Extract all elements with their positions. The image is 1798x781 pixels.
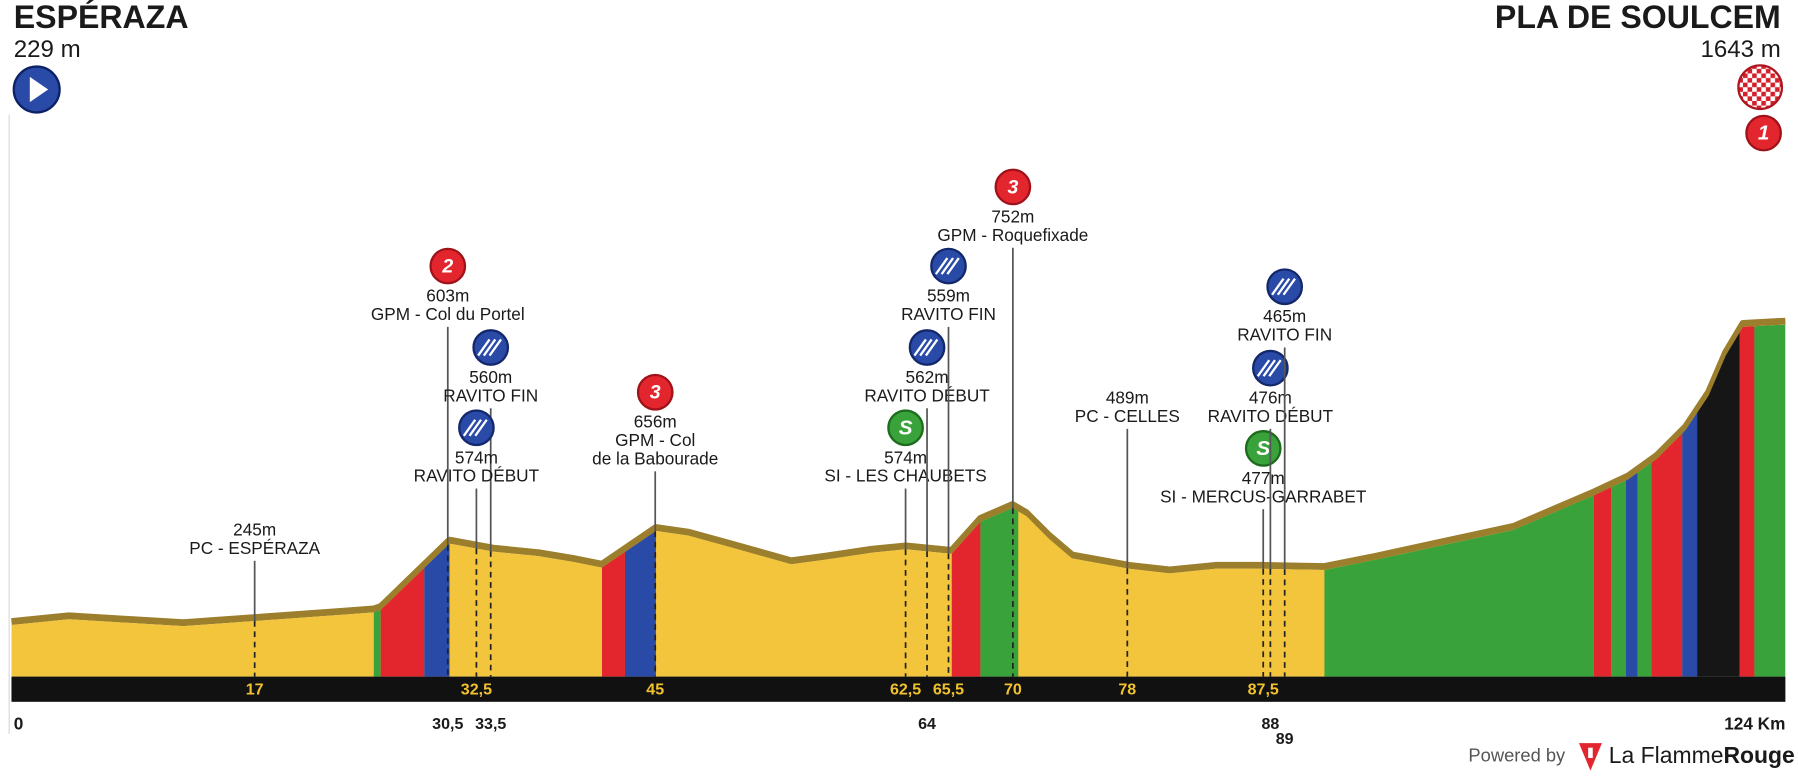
- strip-km-label: 45: [646, 681, 664, 699]
- gradient-band: [1682, 324, 1698, 677]
- climb-category: 3: [1007, 176, 1018, 198]
- powered-by: Powered by: [1468, 745, 1566, 766]
- point-altitude: 476m: [1249, 388, 1292, 408]
- point-label: GPM - Roquefixade: [937, 225, 1088, 245]
- feed-stripe: [934, 257, 949, 275]
- brand-bold: Rouge: [1723, 742, 1794, 768]
- feed-stripe: [913, 338, 927, 357]
- point-altitude: 489m: [1106, 388, 1149, 408]
- point-altitude: 559m: [927, 286, 970, 306]
- point-altitude: 574m: [455, 447, 498, 467]
- below-km-label: 33,5: [475, 715, 506, 733]
- strip-km-label: 78: [1118, 681, 1136, 699]
- start-km: 0: [14, 713, 24, 733]
- gradient-band: [1651, 324, 1683, 677]
- feed-stripe: [1271, 278, 1285, 296]
- strip-km-label: 32,5: [461, 681, 492, 699]
- gradient-band: [1754, 324, 1786, 677]
- feed-stripe: [477, 338, 491, 357]
- gradient-band: [1739, 324, 1755, 677]
- point-label: SI - MERCUS-GARRABET: [1160, 486, 1367, 506]
- point-label: de la Babourade: [592, 448, 718, 468]
- km-strip: [11, 676, 1786, 702]
- point-label: GPM - Col du Portel: [371, 304, 525, 324]
- brand-logo: [1578, 743, 1602, 771]
- feed-stripe: [1276, 278, 1291, 296]
- brand-light: La Flamme: [1609, 742, 1724, 768]
- gradient-band: [624, 324, 656, 677]
- feed-stripe: [1268, 359, 1282, 377]
- climb-icon: [636, 373, 674, 411]
- feed-stripe: [474, 419, 488, 437]
- climb-category: 2: [441, 255, 453, 277]
- finish-altitude: 1643 m: [1700, 36, 1780, 63]
- feed-stripe: [462, 419, 477, 437]
- point-label: RAVITO FIN: [443, 385, 538, 405]
- finish-km: 124 Km: [1724, 713, 1785, 733]
- climb-icon: [994, 168, 1032, 206]
- point-label: PC - ESPÉRAZA: [189, 538, 320, 558]
- point-label: GPM - Col: [615, 430, 695, 450]
- gradient-band: [1697, 324, 1740, 677]
- flamme-rouge-icon: 1: [1745, 114, 1782, 152]
- profile-edge: [11, 317, 1786, 627]
- point-label: RAVITO DÉBUT: [864, 385, 990, 405]
- gradient-band: [1625, 324, 1638, 677]
- below-km-label: 64: [918, 715, 936, 733]
- start-icon: [12, 65, 61, 114]
- feed-stripe: [488, 338, 502, 357]
- point-altitude: 603m: [426, 286, 469, 306]
- feed-stripe: [482, 338, 497, 357]
- finish-badge: 1: [1758, 122, 1769, 145]
- feed-stripe: [468, 419, 482, 437]
- feed-stripe: [946, 257, 960, 275]
- point-label: PC - CELLES: [1075, 406, 1180, 426]
- strip-km-label: 65,5: [933, 681, 964, 699]
- start-name: ESPÉRAZA: [14, 0, 189, 35]
- point-label: RAVITO FIN: [1237, 325, 1332, 345]
- gradient-band: [1637, 324, 1652, 677]
- strip-km-label: 62,5: [890, 681, 921, 699]
- strip-km-label: 70: [1004, 681, 1022, 699]
- sprint-icon: [887, 409, 924, 447]
- below-km-label: 30,5: [432, 715, 463, 733]
- point-altitude: 245m: [233, 520, 276, 540]
- climb-category: 3: [650, 382, 661, 404]
- gradient-band: [373, 324, 381, 677]
- feed-stripe: [1256, 359, 1271, 377]
- strip-km-label: 17: [246, 681, 264, 699]
- gradient-band: [1324, 324, 1594, 677]
- finish-icon: [1737, 64, 1784, 111]
- feed-stripe: [1282, 278, 1296, 296]
- point-altitude: 752m: [991, 206, 1034, 226]
- point-altitude: 656m: [634, 412, 677, 432]
- point-altitude: 562m: [906, 367, 949, 387]
- point-label: SI - LES CHAUBETS: [824, 466, 986, 486]
- point-label: RAVITO FIN: [901, 304, 996, 324]
- climb-icon: [429, 247, 467, 285]
- feed-stripe: [1262, 359, 1276, 377]
- strip-km-label: 87,5: [1248, 681, 1279, 699]
- point-label: RAVITO DÉBUT: [414, 466, 540, 486]
- point-altitude: 574m: [884, 447, 927, 467]
- below-km-label: 89: [1276, 730, 1294, 748]
- feed-stripe: [940, 257, 955, 275]
- feed-stripe: [919, 338, 933, 357]
- point-altitude: 477m: [1242, 468, 1285, 488]
- sprint-badge: S: [899, 416, 913, 439]
- start-altitude: 229 m: [14, 36, 81, 63]
- below-km-label: 88: [1261, 715, 1279, 733]
- feed-stripe: [924, 338, 939, 357]
- point-label: RAVITO DÉBUT: [1208, 406, 1334, 426]
- gradient-band: [602, 324, 625, 677]
- point-altitude: 560m: [469, 367, 512, 387]
- sprint-badge: S: [1256, 437, 1270, 460]
- brand: La FlammeRouge: [1609, 742, 1795, 768]
- finish-name: PLA DE SOULCEM: [1495, 0, 1781, 35]
- point-altitude: 465m: [1263, 306, 1306, 326]
- sprint-icon: [1244, 430, 1282, 467]
